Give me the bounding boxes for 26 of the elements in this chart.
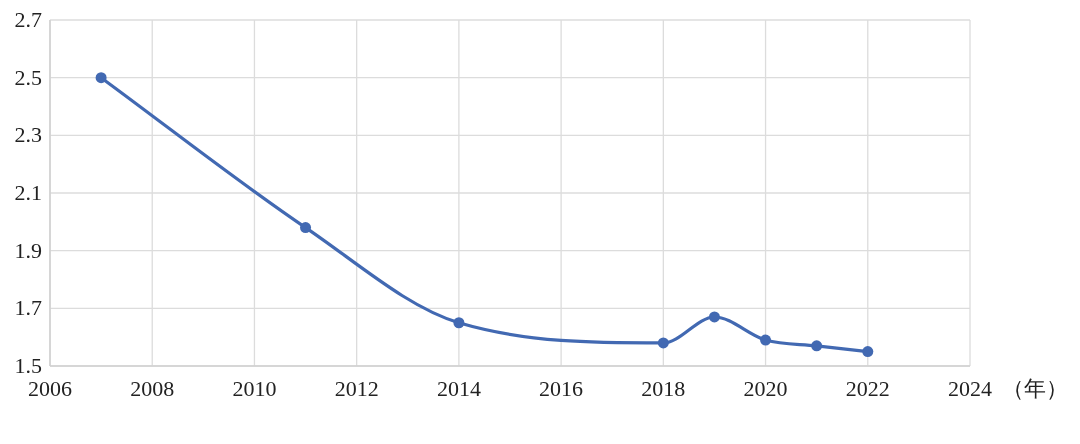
x-tick-label: 2010 (232, 376, 277, 401)
point (95, 72, 107, 84)
point (300, 222, 312, 234)
point (453, 317, 465, 329)
point (811, 340, 823, 352)
x-tick-label: 2012 (334, 376, 379, 401)
y-tick-label: 2.7 (14, 7, 42, 32)
x-tick-label: 2008 (130, 376, 175, 401)
x-tick-label: 2020 (743, 376, 788, 401)
x-tick-label: 2006 (28, 376, 72, 401)
point (862, 346, 874, 358)
y-tick-label: 2.5 (14, 64, 42, 90)
x-tick-label: 2022 (845, 376, 890, 401)
y-tick-label: 1.5 (14, 353, 42, 378)
y-tick-label: 1.7 (14, 295, 42, 321)
y-tick-label: 2.1 (14, 180, 42, 205)
x-tick-label: 2016 (539, 376, 584, 401)
y-tick-label: 1.9 (14, 237, 42, 263)
y-tick-label: 2.3 (14, 122, 42, 148)
point (760, 334, 772, 346)
x-tick-label: 2024 (948, 376, 992, 401)
x-tick-label: 2014 (436, 376, 481, 401)
point (708, 311, 720, 323)
point (657, 337, 669, 349)
x-axis-title: （年） (1002, 376, 1068, 401)
x-tick-label: 2018 (641, 376, 686, 401)
